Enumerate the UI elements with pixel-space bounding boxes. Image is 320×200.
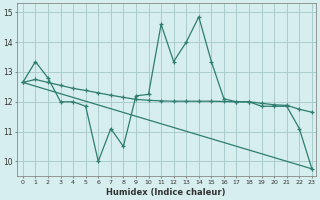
X-axis label: Humidex (Indice chaleur): Humidex (Indice chaleur) <box>106 188 226 197</box>
